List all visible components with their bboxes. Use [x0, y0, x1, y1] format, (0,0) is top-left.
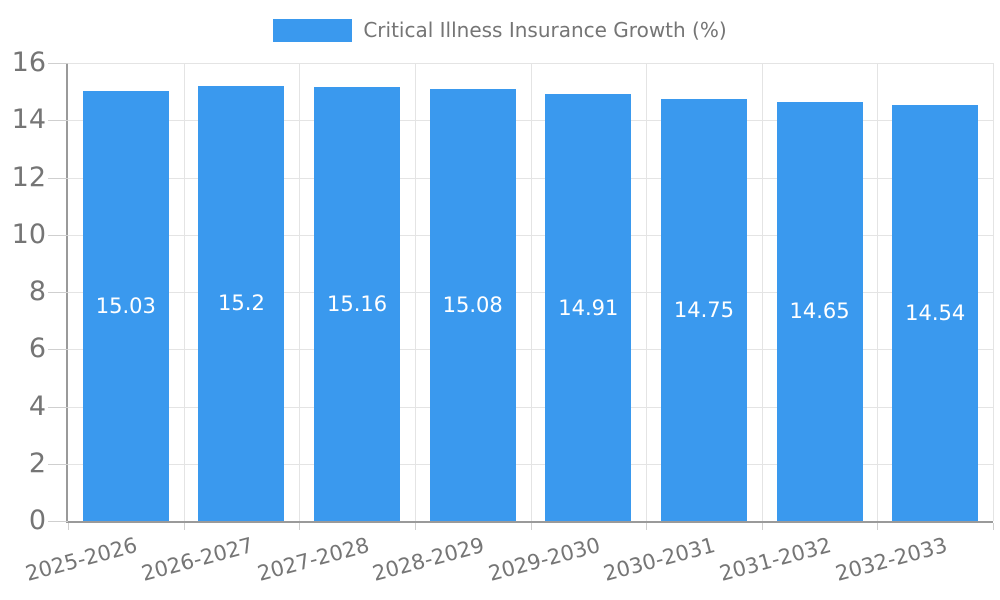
bar — [429, 89, 516, 521]
gridline-vertical — [183, 63, 185, 521]
y-axis-label: 4 — [28, 390, 46, 422]
legend-label: Critical Illness Insurance Growth (%) — [363, 18, 727, 42]
y-axis-label: 10 — [11, 218, 46, 250]
y-axis-label: 12 — [11, 161, 46, 193]
x-axis-line — [66, 521, 993, 523]
gridline-vertical — [414, 63, 416, 521]
legend-swatch-icon — [273, 18, 353, 42]
x-axis-tick — [68, 523, 69, 530]
y-axis-tick — [48, 349, 68, 351]
bar-value-label: 14.65 — [789, 299, 850, 324]
y-axis-tick — [48, 234, 68, 236]
gridline-vertical — [877, 63, 879, 521]
x-axis-tick — [414, 523, 416, 530]
x-axis-tick — [646, 523, 648, 530]
x-axis-tick — [993, 523, 994, 530]
y-axis-tick — [48, 406, 68, 408]
x-axis-tick — [530, 523, 532, 530]
x-axis-tick — [299, 523, 301, 530]
y-axis-label: 0 — [28, 505, 46, 536]
y-axis-label: 8 — [28, 276, 46, 307]
y-axis-label: 6 — [28, 333, 46, 365]
bar — [660, 98, 747, 521]
gridline-vertical — [646, 63, 648, 521]
x-axis-label: 2030-2031 — [601, 533, 719, 586]
gridline-vertical — [993, 63, 994, 521]
gridline-vertical — [299, 63, 301, 521]
x-axis-label: 2025-2026 — [23, 533, 141, 586]
y-axis-label: 14 — [11, 104, 46, 136]
bar — [892, 104, 979, 521]
y-axis-tick — [48, 292, 68, 293]
bar — [776, 101, 863, 521]
x-axis-label: 2027-2028 — [254, 533, 372, 586]
bar — [314, 87, 401, 521]
x-axis-tick — [877, 523, 879, 530]
x-axis-label: 2029-2030 — [485, 533, 603, 586]
x-axis-label: 2031-2032 — [716, 533, 834, 586]
gridline-vertical — [530, 63, 532, 521]
x-axis-label: 2026-2027 — [138, 533, 256, 586]
y-axis-line — [66, 63, 68, 523]
y-axis-label: 16 — [11, 47, 46, 78]
bar-value-label: 14.54 — [905, 300, 966, 325]
legend: Critical Illness Insurance Growth (%) — [0, 18, 1000, 42]
bar-value-label: 15.03 — [95, 293, 156, 318]
y-axis-label: 2 — [28, 447, 46, 479]
y-axis-tick — [48, 63, 68, 64]
x-axis-tick — [761, 523, 763, 530]
legend-item[interactable]: Critical Illness Insurance Growth (%) — [273, 18, 727, 42]
y-axis-tick — [48, 521, 68, 522]
x-axis-label: 2028-2029 — [370, 533, 487, 586]
bar — [198, 85, 285, 521]
bar-value-label: 15.08 — [442, 293, 503, 318]
gridline-vertical — [761, 63, 763, 521]
bar — [545, 94, 632, 521]
bar-value-label: 14.75 — [673, 297, 734, 322]
y-axis-tick — [48, 177, 68, 179]
bar-value-label: 14.91 — [558, 295, 619, 320]
y-axis-tick — [48, 120, 68, 122]
x-axis-label: 2032-2033 — [832, 533, 950, 586]
y-axis-tick — [48, 463, 68, 465]
bar — [82, 90, 169, 521]
bar-value-label: 15.2 — [218, 291, 265, 316]
x-axis-tick — [183, 523, 185, 530]
bar-value-label: 15.16 — [327, 292, 388, 317]
